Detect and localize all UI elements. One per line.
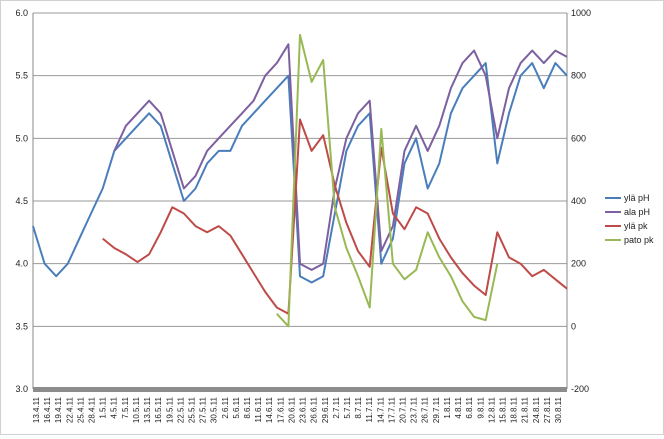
y-left-tick-label: 4.0 bbox=[15, 259, 28, 269]
series-lines bbox=[32, 33, 568, 328]
x-tick-label: 9.8.11 bbox=[476, 396, 485, 418]
x-tick-label: 17.6.11 bbox=[276, 396, 285, 423]
x-tick-label: 13.4.11 bbox=[32, 396, 41, 423]
x-tick-label: 10.5.11 bbox=[132, 396, 141, 423]
x-tick-label: 16.5.11 bbox=[154, 396, 163, 423]
y-right-tick-label: 800 bbox=[571, 71, 586, 81]
y-left-tick-label: 3.0 bbox=[15, 384, 28, 394]
x-tick-label: 16.4.11 bbox=[43, 396, 52, 423]
x-tick-label: 8.6.11 bbox=[243, 396, 252, 418]
x-tick-label: 21.8.11 bbox=[521, 396, 530, 423]
x-tick-label: 30.5.11 bbox=[210, 396, 219, 423]
x-tick-label: 13.5.11 bbox=[143, 396, 152, 423]
x-axis-band bbox=[33, 387, 567, 392]
x-tick-label: 5.6.11 bbox=[232, 396, 241, 418]
x-tick-label: 22.5.11 bbox=[176, 396, 185, 423]
x-tick-label: 4.8.11 bbox=[454, 396, 463, 418]
x-tick-label: 27.8.11 bbox=[543, 396, 552, 423]
x-tick-label: 18.8.11 bbox=[510, 396, 519, 423]
x-tick-label: 30.8.11 bbox=[554, 396, 563, 423]
x-tick-label: 11.6.11 bbox=[254, 396, 263, 422]
x-tick-label: 5.7.11 bbox=[343, 396, 352, 418]
y-left-tick-label: 5.0 bbox=[15, 133, 28, 143]
x-tick-label: 14.6.11 bbox=[265, 396, 274, 423]
x-tick-label: 15.8.11 bbox=[498, 396, 507, 423]
x-tick-label: 1.8.11 bbox=[443, 396, 452, 418]
x-tick-label: 23.6.11 bbox=[299, 396, 308, 423]
x-tick-label: 29.6.11 bbox=[321, 396, 330, 423]
x-tick-label: 11.7.11 bbox=[365, 396, 374, 422]
y-left-tick-label: 3.5 bbox=[15, 321, 28, 331]
y-right-tick-label: 1000 bbox=[571, 8, 591, 18]
y-right-tick-label: 400 bbox=[571, 196, 586, 206]
y-right-tick-label: 600 bbox=[571, 133, 586, 143]
x-tick-label: 25.5.11 bbox=[187, 396, 196, 423]
x-tick-label: 28.4.11 bbox=[88, 396, 97, 423]
y-right-tick-label: -200 bbox=[571, 384, 589, 394]
x-tick-label: 17.7.11 bbox=[387, 396, 396, 423]
x-tick-label: 1.5.11 bbox=[99, 396, 108, 418]
y-axis-right: -200 0 200 400 600 800 1000 bbox=[571, 8, 591, 394]
x-tick-label: 29.7.11 bbox=[432, 396, 441, 423]
x-tick-label: 2.7.11 bbox=[332, 396, 341, 418]
legend-label: pato pk bbox=[624, 235, 654, 245]
x-tick-label: 26.6.11 bbox=[310, 396, 319, 423]
x-tick-label: 8.7.11 bbox=[354, 396, 363, 418]
x-tick-label: 22.4.11 bbox=[65, 396, 74, 423]
y-axis-left: 3.0 3.5 4.0 4.5 5.0 5.5 6.0 bbox=[15, 8, 28, 394]
x-tick-label: 25.4.11 bbox=[76, 396, 85, 423]
x-tick-label: 20.7.11 bbox=[399, 396, 408, 423]
x-axis: 13.4.11 16.4.11 19.4.11 22.4.11 25.4.11 28.4.… bbox=[32, 396, 563, 423]
x-tick-label: 12.8.11 bbox=[487, 396, 496, 423]
y-right-tick-label: 200 bbox=[571, 259, 586, 269]
x-tick-label: 20.6.11 bbox=[287, 396, 296, 423]
series-line-2 bbox=[102, 118, 568, 315]
y-right-tick-label: 0 bbox=[571, 321, 576, 331]
x-tick-label: 4.5.11 bbox=[110, 396, 119, 418]
grid-lines bbox=[32, 12, 568, 392]
x-tick-label: 14.7.11 bbox=[376, 396, 385, 423]
y-left-tick-label: 6.0 bbox=[15, 8, 28, 18]
series-line-1 bbox=[113, 43, 568, 271]
x-tick-label: 23.7.11 bbox=[410, 396, 419, 423]
legend-label: ala pH bbox=[624, 207, 650, 217]
legend-label: ylä pk bbox=[624, 221, 648, 231]
x-tick-label: 6.8.11 bbox=[465, 396, 474, 418]
y-left-tick-label: 5.5 bbox=[15, 71, 28, 81]
x-tick-label: 19.4.11 bbox=[54, 396, 63, 423]
x-tick-label: 26.7.11 bbox=[421, 396, 430, 423]
legend-label: ylä pH bbox=[624, 193, 650, 203]
x-tick-label: 27.5.11 bbox=[199, 396, 208, 423]
y-left-tick-label: 4.5 bbox=[15, 196, 28, 206]
x-tick-label: 19.5.11 bbox=[165, 396, 174, 423]
x-tick-label: 2.6.11 bbox=[221, 396, 230, 418]
series-line-0 bbox=[32, 62, 568, 284]
series-line-3 bbox=[276, 33, 499, 328]
x-tick-label: 24.8.11 bbox=[532, 396, 541, 423]
x-tick-label: 7.5.11 bbox=[121, 396, 130, 418]
legend: ylä pH ala pH ylä pk pato pk bbox=[605, 193, 654, 245]
